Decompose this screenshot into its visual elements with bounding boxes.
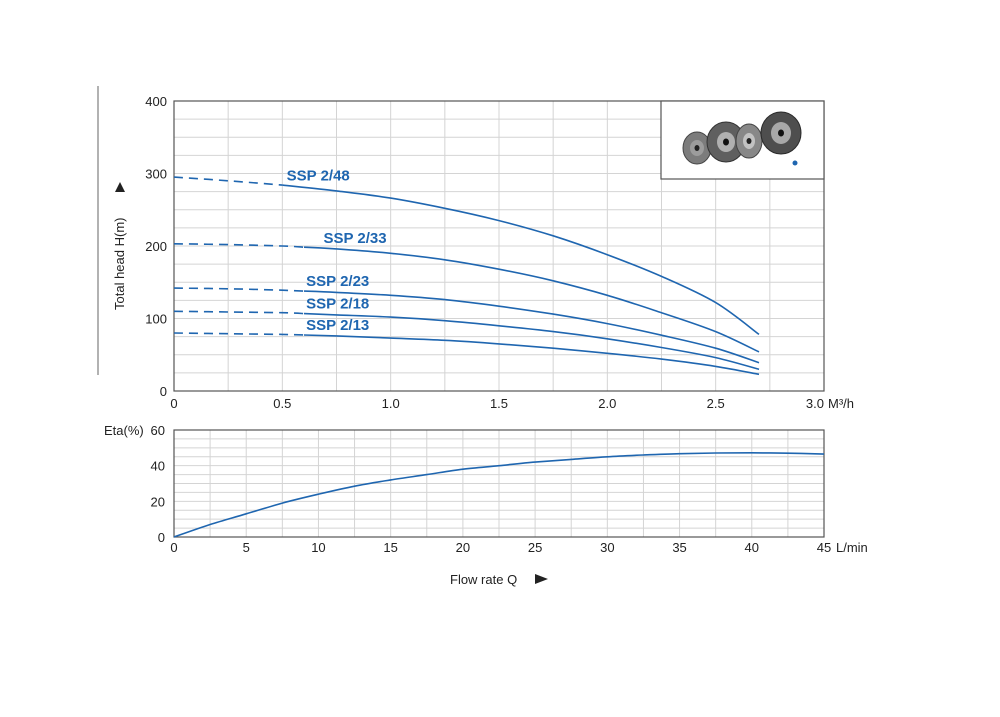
eta-y-tick-label: 60 (151, 423, 165, 438)
head-curve-dashed (173, 176, 283, 186)
head-x-ticks: 0 0.5 1.0 1.5 2.0 2.5 3.0 (170, 396, 824, 411)
head-x-tick-label: 0 (170, 396, 177, 411)
eta-x-tick-label: 35 (672, 540, 686, 555)
eta-curves (173, 451, 825, 538)
impeller-disc-icon (682, 131, 712, 165)
head-x-tick-label: 1.0 (382, 396, 400, 411)
impeller-disc-icon (760, 111, 802, 155)
eta-x-tick-label: 5 (243, 540, 250, 555)
head-curve-dashed (173, 287, 305, 292)
eta-x-tick-label: 15 (383, 540, 397, 555)
eta-x-axis-title: Flow rate Q (450, 572, 517, 587)
head-plot-frame (173, 100, 825, 392)
head-x-tick-label: 1.5 (490, 396, 508, 411)
eta-x-tick-label: 40 (745, 540, 759, 555)
head-curve (303, 290, 760, 364)
head-curves (173, 176, 760, 376)
impeller-disc-icon (706, 121, 746, 163)
head-x-unit: M³/h (828, 396, 854, 411)
eta-x-tick-label: 20 (456, 540, 470, 555)
impeller-disc-icon (735, 123, 763, 159)
eta-y-axis-title: Eta(%) (104, 423, 144, 438)
eta-y-ticks: 0 20 40 60 (151, 423, 165, 545)
impeller-parts-photo (660, 100, 825, 180)
eta-x-tick-label: 45 (817, 540, 831, 555)
eta-x-tick-label: 0 (170, 540, 177, 555)
eta-x-tick-label: 30 (600, 540, 614, 555)
head-y-tick-label: 0 (160, 384, 167, 399)
head-curve (303, 246, 760, 353)
flow-arrow-icon (535, 574, 548, 584)
head-curve-dashed (173, 310, 305, 315)
eta-x-unit: L/min (836, 540, 868, 555)
head-y-tick-label: 100 (145, 312, 167, 327)
head-curve-dashed (173, 332, 305, 336)
curve-label: SSP 2/18 (306, 296, 369, 313)
eta-x-tick-label: 10 (311, 540, 325, 555)
head-curve-labels: SSP 2/48 SSP 2/33 SSP 2/23 SSP 2/18 SSP 2/13 (287, 168, 387, 335)
head-x-tick-label: 2.0 (598, 396, 616, 411)
head-x-tick-label: 0.5 (273, 396, 291, 411)
head-curve (282, 184, 760, 336)
head-y-tick-label: 200 (145, 239, 167, 254)
eta-plot-frame (173, 429, 825, 538)
head-x-tick-label: 2.5 (707, 396, 725, 411)
eta-y-tick-label: 20 (151, 494, 165, 509)
head-y-ticks: 0 100 200 300 400 (145, 94, 167, 399)
curve-label: SSP 2/33 (324, 230, 387, 247)
curve-label: SSP 2/23 (306, 273, 369, 290)
eta-y-tick-label: 0 (158, 530, 165, 545)
eta-x-ticks: 0 5 10 15 20 25 30 35 40 45 (170, 540, 831, 555)
curve-label: SSP 2/48 (287, 168, 350, 185)
head-x-tick-label: 3.0 (806, 396, 824, 411)
head-curve (303, 334, 760, 376)
head-y-tick-label: 400 (145, 94, 167, 109)
head-y-axis-title: Total head H(m) (112, 218, 127, 310)
curve-label: SSP 2/13 (306, 317, 369, 334)
head-curve-dashed (173, 243, 305, 248)
head-y-arrow-icon (115, 182, 125, 192)
eta-grid (174, 430, 824, 537)
eta-y-tick-label: 40 (151, 459, 165, 474)
eta-x-tick-label: 25 (528, 540, 542, 555)
efficiency-curve (173, 451, 825, 538)
head-curve (303, 312, 760, 371)
head-y-tick-label: 300 (145, 167, 167, 182)
